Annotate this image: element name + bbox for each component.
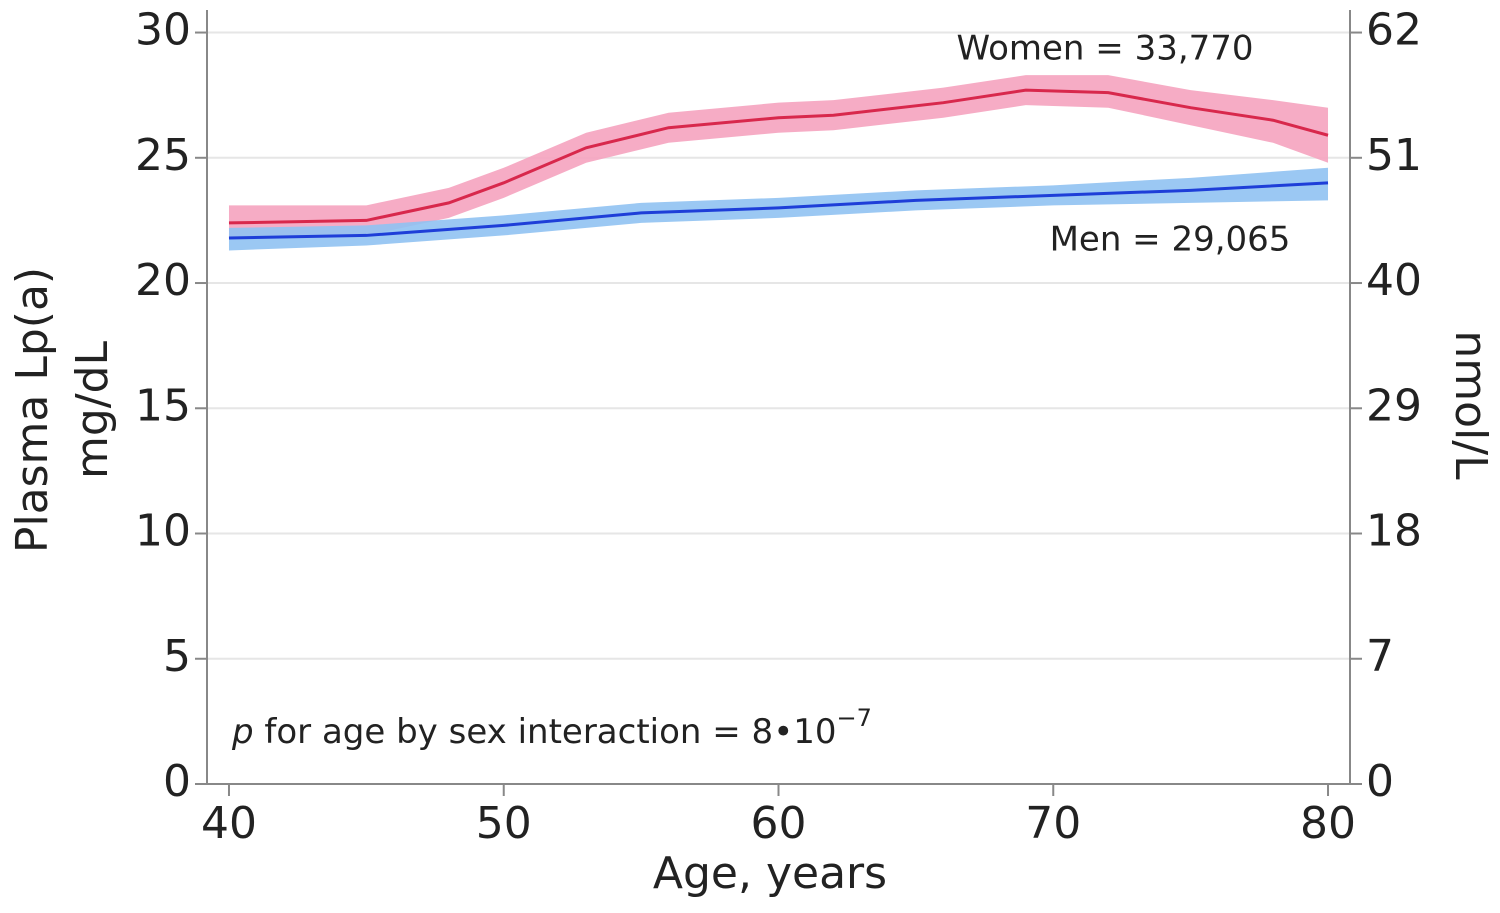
line: [228, 88, 1329, 225]
y2-tick-label: 7: [1366, 631, 1394, 682]
plot: [228, 75, 1329, 251]
y2-tick-label: 18: [1366, 506, 1422, 557]
y-tick-label: 10: [135, 506, 191, 557]
confidence-band: [228, 75, 1329, 238]
y2-tick-label: 29: [1366, 380, 1422, 431]
y2-axis-title: nmol/L: [1445, 330, 1496, 480]
x-axis-title: Age, years: [653, 848, 887, 899]
x-tick-label: 40: [201, 798, 257, 849]
legend-label: Men = 29,065: [1050, 220, 1291, 260]
y-tick-label: 0: [163, 756, 191, 807]
annotation-part: for age by sex interaction = 8•10: [254, 712, 837, 752]
y-tick-label: 20: [135, 255, 191, 306]
annotation: p for age by sex interaction = 8•10−7: [231, 704, 872, 752]
y2-tick-label: 40: [1366, 255, 1422, 306]
annotation-part: p: [231, 712, 254, 752]
y2-tick-label: 62: [1366, 5, 1422, 56]
y-axis-title: Plasma Lp(a): [7, 267, 58, 553]
y-axis-title: mg/dL: [67, 340, 118, 479]
x-tick-label: 70: [1025, 798, 1081, 849]
y-tick-label: 30: [135, 5, 191, 56]
legend-label: Women = 33,770: [956, 29, 1253, 69]
y-tick-label: 25: [135, 130, 191, 181]
y2-tick-label: 0: [1366, 756, 1394, 807]
line: [228, 181, 1329, 240]
annotation-part: −7: [837, 704, 872, 732]
grid: [207, 31, 1350, 660]
x-tick-label: 50: [476, 798, 532, 849]
y-tick-label: 15: [135, 380, 191, 431]
y2-tick-label: 51: [1366, 130, 1422, 181]
y-tick-label: 5: [163, 631, 191, 682]
x-tick-label: 80: [1300, 798, 1356, 849]
x-tick-label: 60: [751, 798, 807, 849]
